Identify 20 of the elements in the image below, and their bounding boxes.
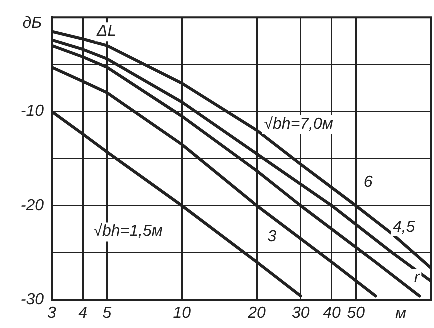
x-tick-label: 10 — [173, 305, 192, 322]
x-tick-label: 20 — [247, 305, 266, 322]
annotation: 4,5 — [393, 218, 416, 236]
x-tick-label: 50 — [347, 305, 366, 322]
y-tick-label: -10 — [20, 103, 44, 120]
y-tick-label: -30 — [20, 291, 44, 308]
annotation: 6 — [364, 174, 373, 191]
annotation: √bh=7,0м — [264, 116, 334, 133]
y-tick-label: -20 — [20, 197, 44, 214]
annotation: ΔL — [96, 23, 117, 40]
x-tick-label: 40 — [323, 305, 341, 322]
x-tick-label: 3 — [48, 305, 57, 322]
x-tick-label: 30 — [292, 305, 310, 322]
x-tick-label: 5 — [102, 305, 112, 322]
y-axis-title: дБ — [22, 15, 42, 32]
x-axis-title: м — [396, 305, 407, 322]
annotation: √bh=1,5м — [94, 223, 163, 240]
annotation: 3 — [268, 228, 277, 246]
x-tick-label: 4 — [78, 305, 88, 322]
annotation: r — [414, 269, 420, 286]
